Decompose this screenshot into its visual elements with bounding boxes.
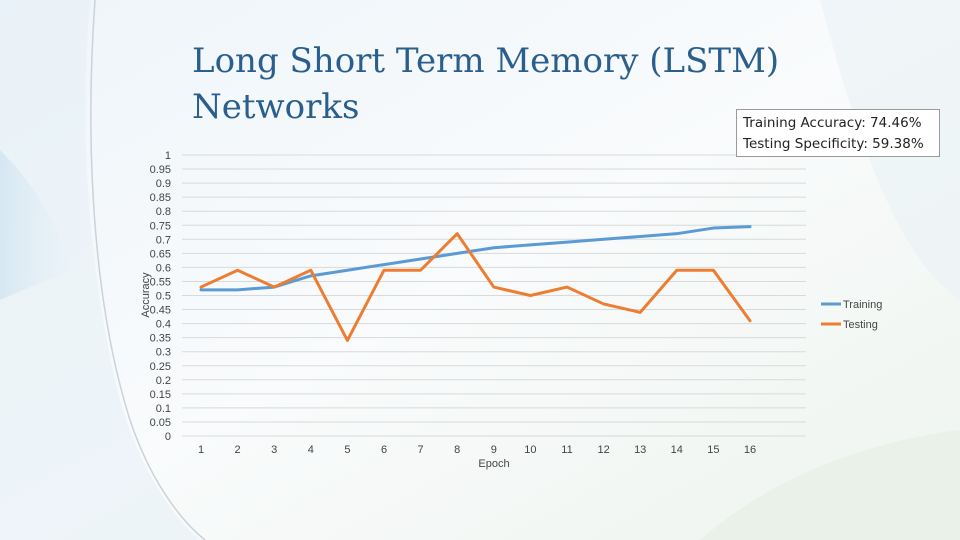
x-tick-label: 11	[561, 444, 572, 456]
training-accuracy-text: Training Accuracy: 74.46%	[743, 115, 922, 131]
y-tick-label: 0.25	[150, 361, 171, 373]
y-tick-label: 0.45	[150, 305, 171, 317]
x-tick-label: 12	[597, 444, 609, 456]
y-tick-label: 0.35	[150, 333, 171, 345]
x-tick-label: 15	[707, 444, 719, 456]
slide-title-line-2: Networks	[192, 87, 360, 127]
y-tick-label: 0.5	[156, 291, 171, 303]
y-tick-label: 0.9	[156, 178, 171, 190]
x-tick-label: 6	[381, 444, 387, 456]
stats-box: Training Accuracy: 74.46% Testing Specif…	[736, 109, 940, 157]
y-tick-label: 0.75	[150, 220, 171, 232]
y-axis-label: Accuracy	[140, 272, 152, 318]
testing-specificity-text: Testing Specificity: 59.38%	[743, 136, 924, 152]
y-tick-label: 1	[165, 150, 171, 162]
y-tick-label: 0.1	[156, 403, 171, 415]
y-tick-label: 0.7	[156, 234, 171, 246]
y-tick-label: 0.55	[150, 276, 171, 288]
y-tick-label: 0.8	[156, 206, 171, 218]
x-tick-label: 5	[344, 444, 350, 456]
series-lines	[199, 225, 752, 342]
slide-title-line-1: Long Short Term Memory (LSTM)	[192, 41, 780, 81]
x-tick-label: 9	[491, 444, 497, 456]
y-tick-label: 0.05	[150, 417, 171, 429]
x-tick-label: 10	[524, 444, 536, 456]
x-tick-label: 2	[235, 444, 241, 456]
y-axis-ticks: 0 0.05 0.1 0.15 0.2 0.25 0.3 0.35 0.4 0.45 0.5 0.55…	[150, 150, 171, 443]
x-tick-label: 3	[271, 444, 277, 456]
x-tick-label: 1	[198, 444, 204, 456]
legend: Training Testing	[821, 299, 882, 331]
x-tick-label: 13	[634, 444, 646, 456]
y-tick-label: 0.3	[156, 347, 171, 359]
legend-label-testing: Testing	[843, 319, 878, 331]
slide-title: Long Short Term Memory (LSTM) Networks	[192, 38, 812, 130]
y-tick-label: 0.65	[150, 248, 171, 260]
x-tick-label: 16	[744, 444, 756, 456]
x-tick-label: 7	[418, 444, 424, 456]
series-line-testing	[199, 232, 752, 342]
x-tick-label: 4	[308, 444, 314, 456]
y-tick-label: 0.2	[156, 375, 171, 387]
y-tick-label: 0	[165, 431, 171, 443]
y-tick-label: 0.4	[156, 319, 171, 331]
legend-label-training: Training	[843, 299, 882, 311]
y-tick-label: 0.6	[156, 262, 171, 274]
x-tick-label: 8	[454, 444, 460, 456]
series-line-training	[199, 225, 752, 292]
x-axis-ticks: 1 2 3 4 5 6 7 8 9 10 11 12 13 14 15 16	[198, 444, 756, 456]
x-axis-label: Epoch	[478, 458, 509, 470]
y-tick-label: 0.15	[150, 389, 171, 401]
gridlines	[182, 154, 806, 437]
y-tick-label: 0.85	[150, 192, 171, 204]
y-tick-label: 0.95	[150, 164, 171, 176]
x-tick-label: 14	[671, 444, 683, 456]
